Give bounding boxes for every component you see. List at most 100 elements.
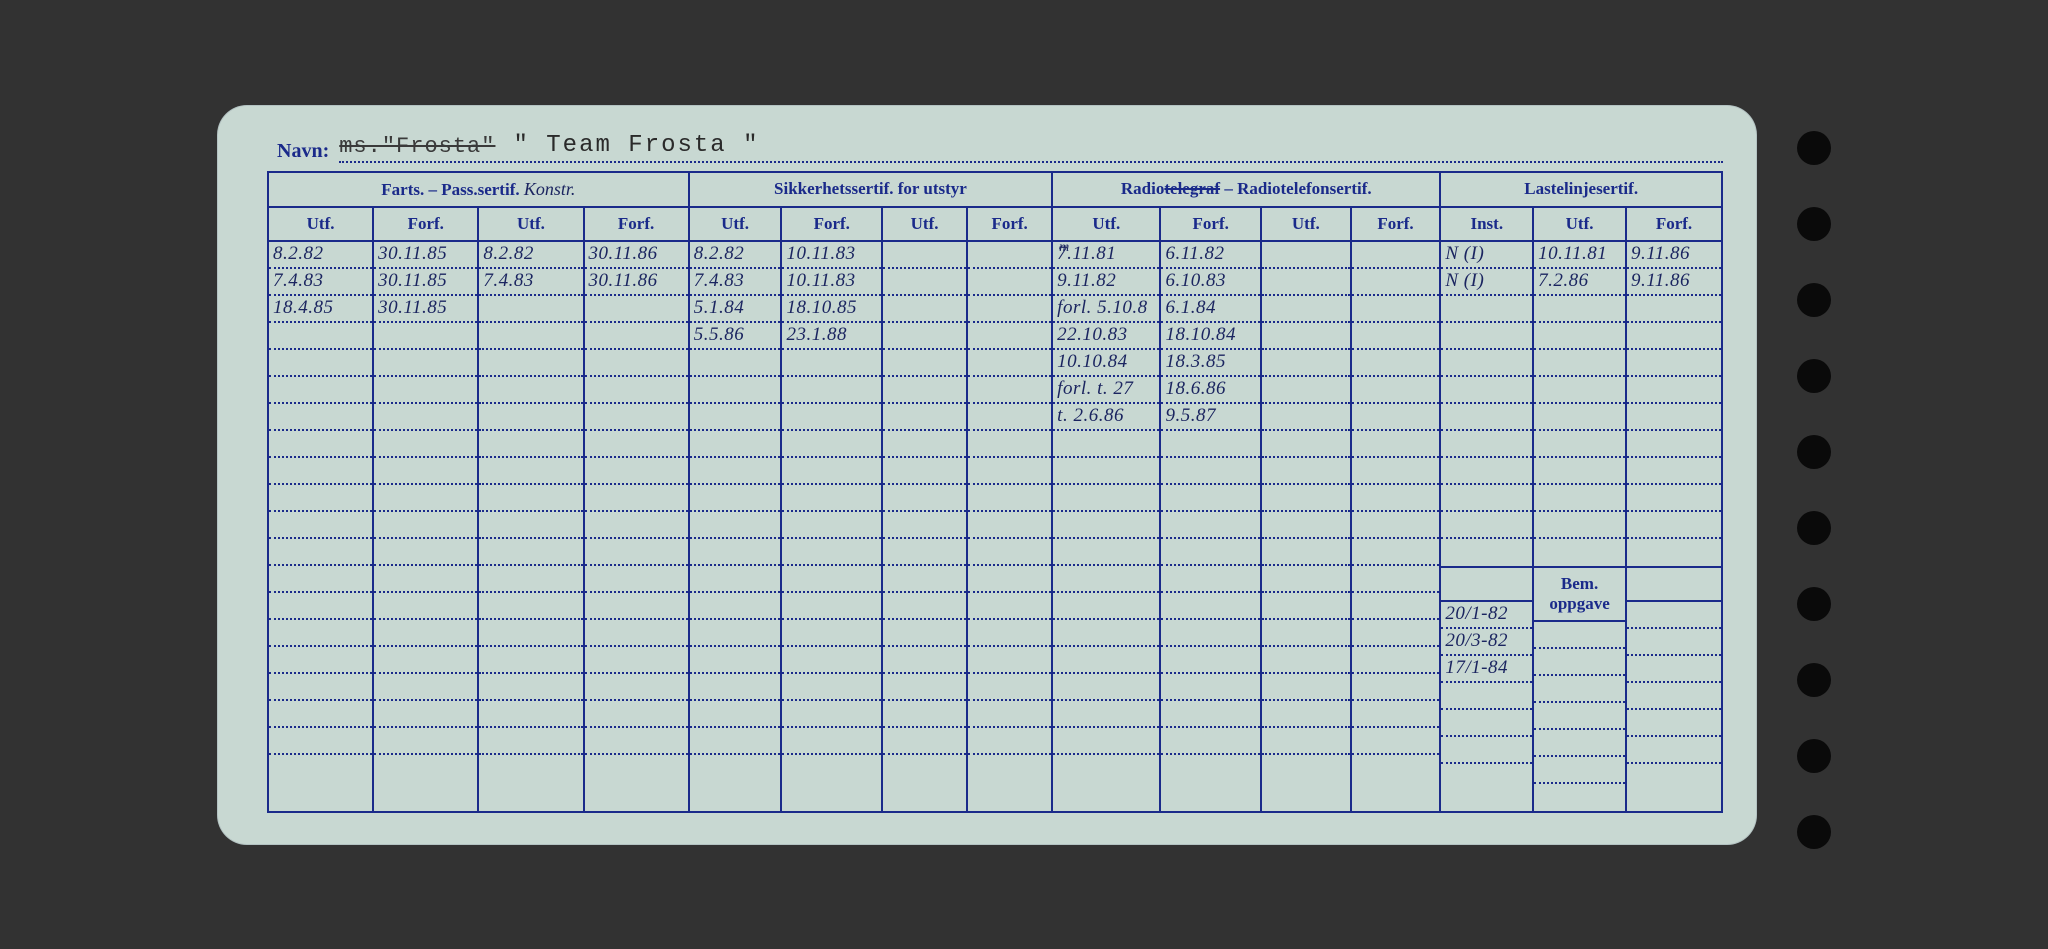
cell-row [269, 458, 372, 485]
cell-row: 9.5.87 [1161, 404, 1260, 431]
cell-row [479, 701, 582, 728]
cell-row [782, 485, 881, 512]
cell-row [374, 728, 477, 755]
cell-row [690, 485, 781, 512]
cell-row [374, 323, 477, 350]
cell-row [1352, 458, 1440, 485]
cell-row [585, 755, 688, 782]
cell-row [269, 512, 372, 539]
cell-row [585, 296, 688, 323]
cell-row [585, 593, 688, 620]
cell-row [585, 485, 688, 512]
cell-row [1627, 764, 1721, 791]
cell-row: 30.11.86 [585, 269, 688, 296]
cell-row: 6.1.84 [1161, 296, 1260, 323]
cell-row [690, 566, 781, 593]
cell-row [1352, 566, 1440, 593]
cell-row [1053, 701, 1159, 728]
cell-row [883, 674, 966, 701]
cell-row [1262, 323, 1350, 350]
cell-row [968, 458, 1051, 485]
cell-row: 7.4.83 [269, 269, 372, 296]
cell-row [690, 728, 781, 755]
cell-row [1534, 323, 1625, 350]
cell-row [1352, 593, 1440, 620]
cell-row [585, 620, 688, 647]
handwritten-value: 6.11.82 [1165, 243, 1224, 265]
handwritten-value: 8.2.82 [694, 243, 745, 265]
cell-row [690, 512, 781, 539]
handwritten-value: 30.11.86 [589, 270, 658, 292]
cell-row: 20/1-82 [1441, 602, 1532, 629]
handwritten-value: 30.11.85 [378, 270, 447, 292]
cell-row [1161, 620, 1260, 647]
cell-row [782, 458, 881, 485]
subheader: Utf. [478, 207, 583, 241]
cell-row [374, 593, 477, 620]
cell-row: 10.11.83 [782, 242, 881, 269]
cell-row: 6.10.83 [1161, 269, 1260, 296]
cell-row [479, 539, 582, 566]
cell-row [1262, 539, 1350, 566]
cell-row [968, 242, 1051, 269]
cell-row: 18.4.85 [269, 296, 372, 323]
cell-row: 10.10.84 [1053, 350, 1159, 377]
cell-row: N (I) [1441, 242, 1532, 269]
cell-row [585, 539, 688, 566]
group-sikkerhet: Sikkerhetssertif. for utstyr [689, 172, 1052, 207]
bem-oppgave-header: Bem. oppgave [1534, 566, 1625, 622]
bem-oppgave-header [1441, 566, 1532, 602]
cell-row [883, 404, 966, 431]
cell-row [1161, 566, 1260, 593]
cell-row [1627, 512, 1721, 539]
handwritten-value: 6.10.83 [1165, 270, 1226, 292]
cell-row [1161, 755, 1260, 782]
cell-row [782, 377, 881, 404]
cell-row [690, 755, 781, 782]
cell-row [1627, 323, 1721, 350]
handwritten-value: t. 2.6.86 [1057, 405, 1124, 427]
cell-row [690, 404, 781, 431]
cell-row [690, 458, 781, 485]
cell-row [1441, 296, 1532, 323]
cell-row [1534, 350, 1625, 377]
cell-row [1053, 458, 1159, 485]
handwritten-value: 5.5.86 [694, 324, 745, 346]
cell-row: 7.4.83 [690, 269, 781, 296]
cell-row [1627, 683, 1721, 710]
cell-row [585, 404, 688, 431]
cell-row [1161, 647, 1260, 674]
subheader: Forf. [1160, 207, 1261, 241]
cell-row: 17/1-84 [1441, 656, 1532, 683]
subheader: Forf. [1626, 207, 1722, 241]
cell-row [269, 323, 372, 350]
handwritten-value: N (I) [1445, 270, 1484, 292]
cell-row [585, 323, 688, 350]
cell-row [269, 404, 372, 431]
cell-row [782, 674, 881, 701]
cell-row [1627, 710, 1721, 737]
cell-row [883, 242, 966, 269]
cell-row [968, 755, 1051, 782]
cell-row [1352, 647, 1440, 674]
cell-row [1534, 622, 1625, 649]
cell-row [1161, 485, 1260, 512]
cell-row [1441, 404, 1532, 431]
cell-row [1534, 703, 1625, 730]
handwritten-value: 30.11.85 [378, 297, 447, 319]
cell-row: 30.11.85 [374, 296, 477, 323]
cell-row [1352, 404, 1440, 431]
cell-row [1161, 512, 1260, 539]
cell-row [269, 350, 372, 377]
cell-row [968, 674, 1051, 701]
punch-hole-strip [1797, 101, 1831, 849]
cell-row [968, 269, 1051, 296]
header-row-sub: Utf.Forf.Utf.Forf.Utf.Forf.Utf.Forf.Utf.… [268, 207, 1722, 241]
cell-row [479, 431, 582, 458]
cell-row [269, 485, 372, 512]
cell-row [1627, 485, 1721, 512]
cell-row [585, 728, 688, 755]
cell-row [1441, 350, 1532, 377]
subheader: Forf. [1351, 207, 1441, 241]
cell-row [479, 647, 582, 674]
